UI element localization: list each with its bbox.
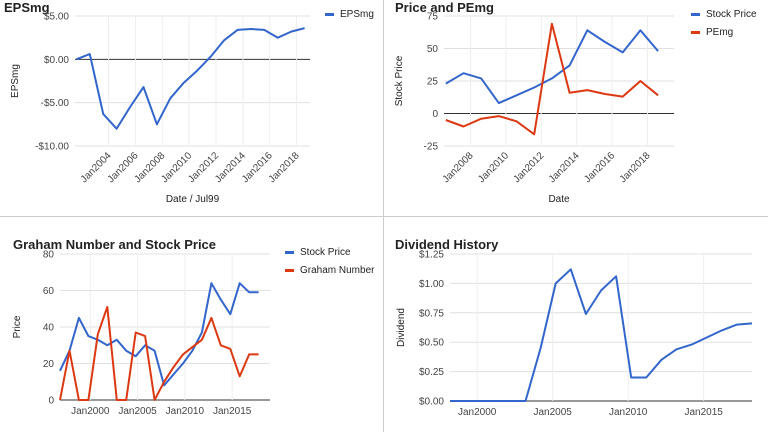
chart-title: Dividend History bbox=[395, 237, 499, 252]
x-tick-label: Jan2016 bbox=[582, 150, 617, 185]
x-tick-label: Jan2012 bbox=[512, 150, 547, 185]
y-tick-label: $5.00 bbox=[44, 12, 69, 23]
legend-label: EPSmg bbox=[340, 9, 374, 20]
y-axis-label: Dividend bbox=[396, 308, 407, 347]
legend-label: Graham Number bbox=[300, 265, 375, 276]
y-tick-label: $0.00 bbox=[419, 397, 444, 408]
y-tick-label: -25 bbox=[424, 142, 439, 153]
y-tick-label: -$10.00 bbox=[35, 142, 69, 153]
legend-swatch bbox=[691, 13, 700, 16]
y-tick-label: 25 bbox=[427, 77, 439, 88]
y-tick-label: 0 bbox=[48, 396, 54, 407]
legend-label: PEmg bbox=[706, 27, 733, 38]
y-tick-label: 40 bbox=[43, 323, 55, 334]
x-tick-label: Jan2010 bbox=[609, 407, 648, 418]
x-tick-label: Jan2010 bbox=[476, 150, 511, 185]
x-tick-label: Jan2018 bbox=[618, 150, 653, 185]
eps-chart: EPSmg$5.00$0.00-$5.00-$10.00Jan2004Jan20… bbox=[4, 0, 374, 205]
y-tick-label: 0 bbox=[432, 109, 438, 120]
x-tick-label: Jan2018 bbox=[267, 150, 302, 185]
graham-chart-panel: Graham Number and Stock Price 80 60 40 20 0 Ja… bbox=[0, 217, 383, 432]
series-line-stock-price bbox=[445, 29, 659, 105]
y-axis-label: Price bbox=[12, 315, 23, 338]
y-tick-label: 75 bbox=[427, 12, 439, 23]
x-tick-label: Jan2000 bbox=[458, 407, 497, 418]
y-tick-label: $1.25 bbox=[419, 250, 444, 261]
series-line-pemg bbox=[445, 22, 659, 136]
y-tick-label: 60 bbox=[43, 286, 55, 297]
chart-title: Graham Number and Stock Price bbox=[13, 237, 216, 252]
y-tick-label: 50 bbox=[427, 44, 439, 55]
chart-title: Price and PEmg bbox=[395, 0, 494, 15]
legend-label: Stock Price bbox=[300, 247, 351, 258]
y-tick-label: $0.50 bbox=[419, 338, 444, 349]
horizontal-divider bbox=[0, 216, 768, 217]
chart-title: EPSmg bbox=[4, 0, 50, 15]
y-tick-label: 80 bbox=[43, 250, 55, 261]
legend-label: Stock Price bbox=[706, 9, 757, 20]
y-axis-label: Stock Price bbox=[394, 55, 405, 106]
x-tick-label: Jan2005 bbox=[533, 407, 572, 418]
legend-swatch bbox=[691, 31, 700, 34]
legend-swatch bbox=[285, 251, 294, 254]
dividend-chart: Dividend History$1.25 $1.00 $0.75 $0.50 $0.2… bbox=[395, 237, 753, 418]
series-line-epsmg bbox=[75, 27, 305, 130]
y-tick-label: $1.00 bbox=[419, 279, 444, 290]
x-tick-label: Jan2000 bbox=[71, 406, 110, 417]
x-axis-label: Date / Jul99 bbox=[166, 194, 220, 205]
eps-chart-panel: EPSmg $5.00 $0.00 -$5.00 -$10.00 Jan2004 Jan20… bbox=[0, 0, 383, 216]
y-tick-label: $0.25 bbox=[419, 367, 444, 378]
y-tick-label: 20 bbox=[43, 359, 55, 370]
x-tick-label: Jan2010 bbox=[166, 406, 205, 417]
y-tick-label: $0.00 bbox=[44, 55, 69, 66]
x-tick-label: Jan2008 bbox=[441, 150, 476, 185]
legend-swatch bbox=[285, 269, 294, 272]
price-pemg-chart-panel: Price and PEmg 75 50 25 0 -25 Jan2008 Jan2010 Ja… bbox=[384, 0, 768, 216]
y-axis-label: EPSmg bbox=[10, 64, 21, 98]
legend-swatch bbox=[325, 13, 334, 16]
x-tick-label: Jan2015 bbox=[213, 406, 252, 417]
series-line-graham-number bbox=[59, 305, 259, 401]
x-tick-label: Jan2014 bbox=[547, 150, 582, 185]
series-line-dividend bbox=[450, 268, 753, 402]
x-tick-label: Jan2015 bbox=[684, 407, 723, 418]
x-tick-label: Jan2005 bbox=[118, 406, 157, 417]
y-tick-label: $0.75 bbox=[419, 308, 444, 319]
y-tick-label: -$5.00 bbox=[41, 98, 70, 109]
dividend-chart-panel: Dividend History $1.25 $1.00 $0.75 $0.50 $0.2… bbox=[384, 217, 768, 432]
x-axis-label: Date bbox=[548, 194, 570, 205]
series-line-stock-price bbox=[59, 282, 259, 387]
